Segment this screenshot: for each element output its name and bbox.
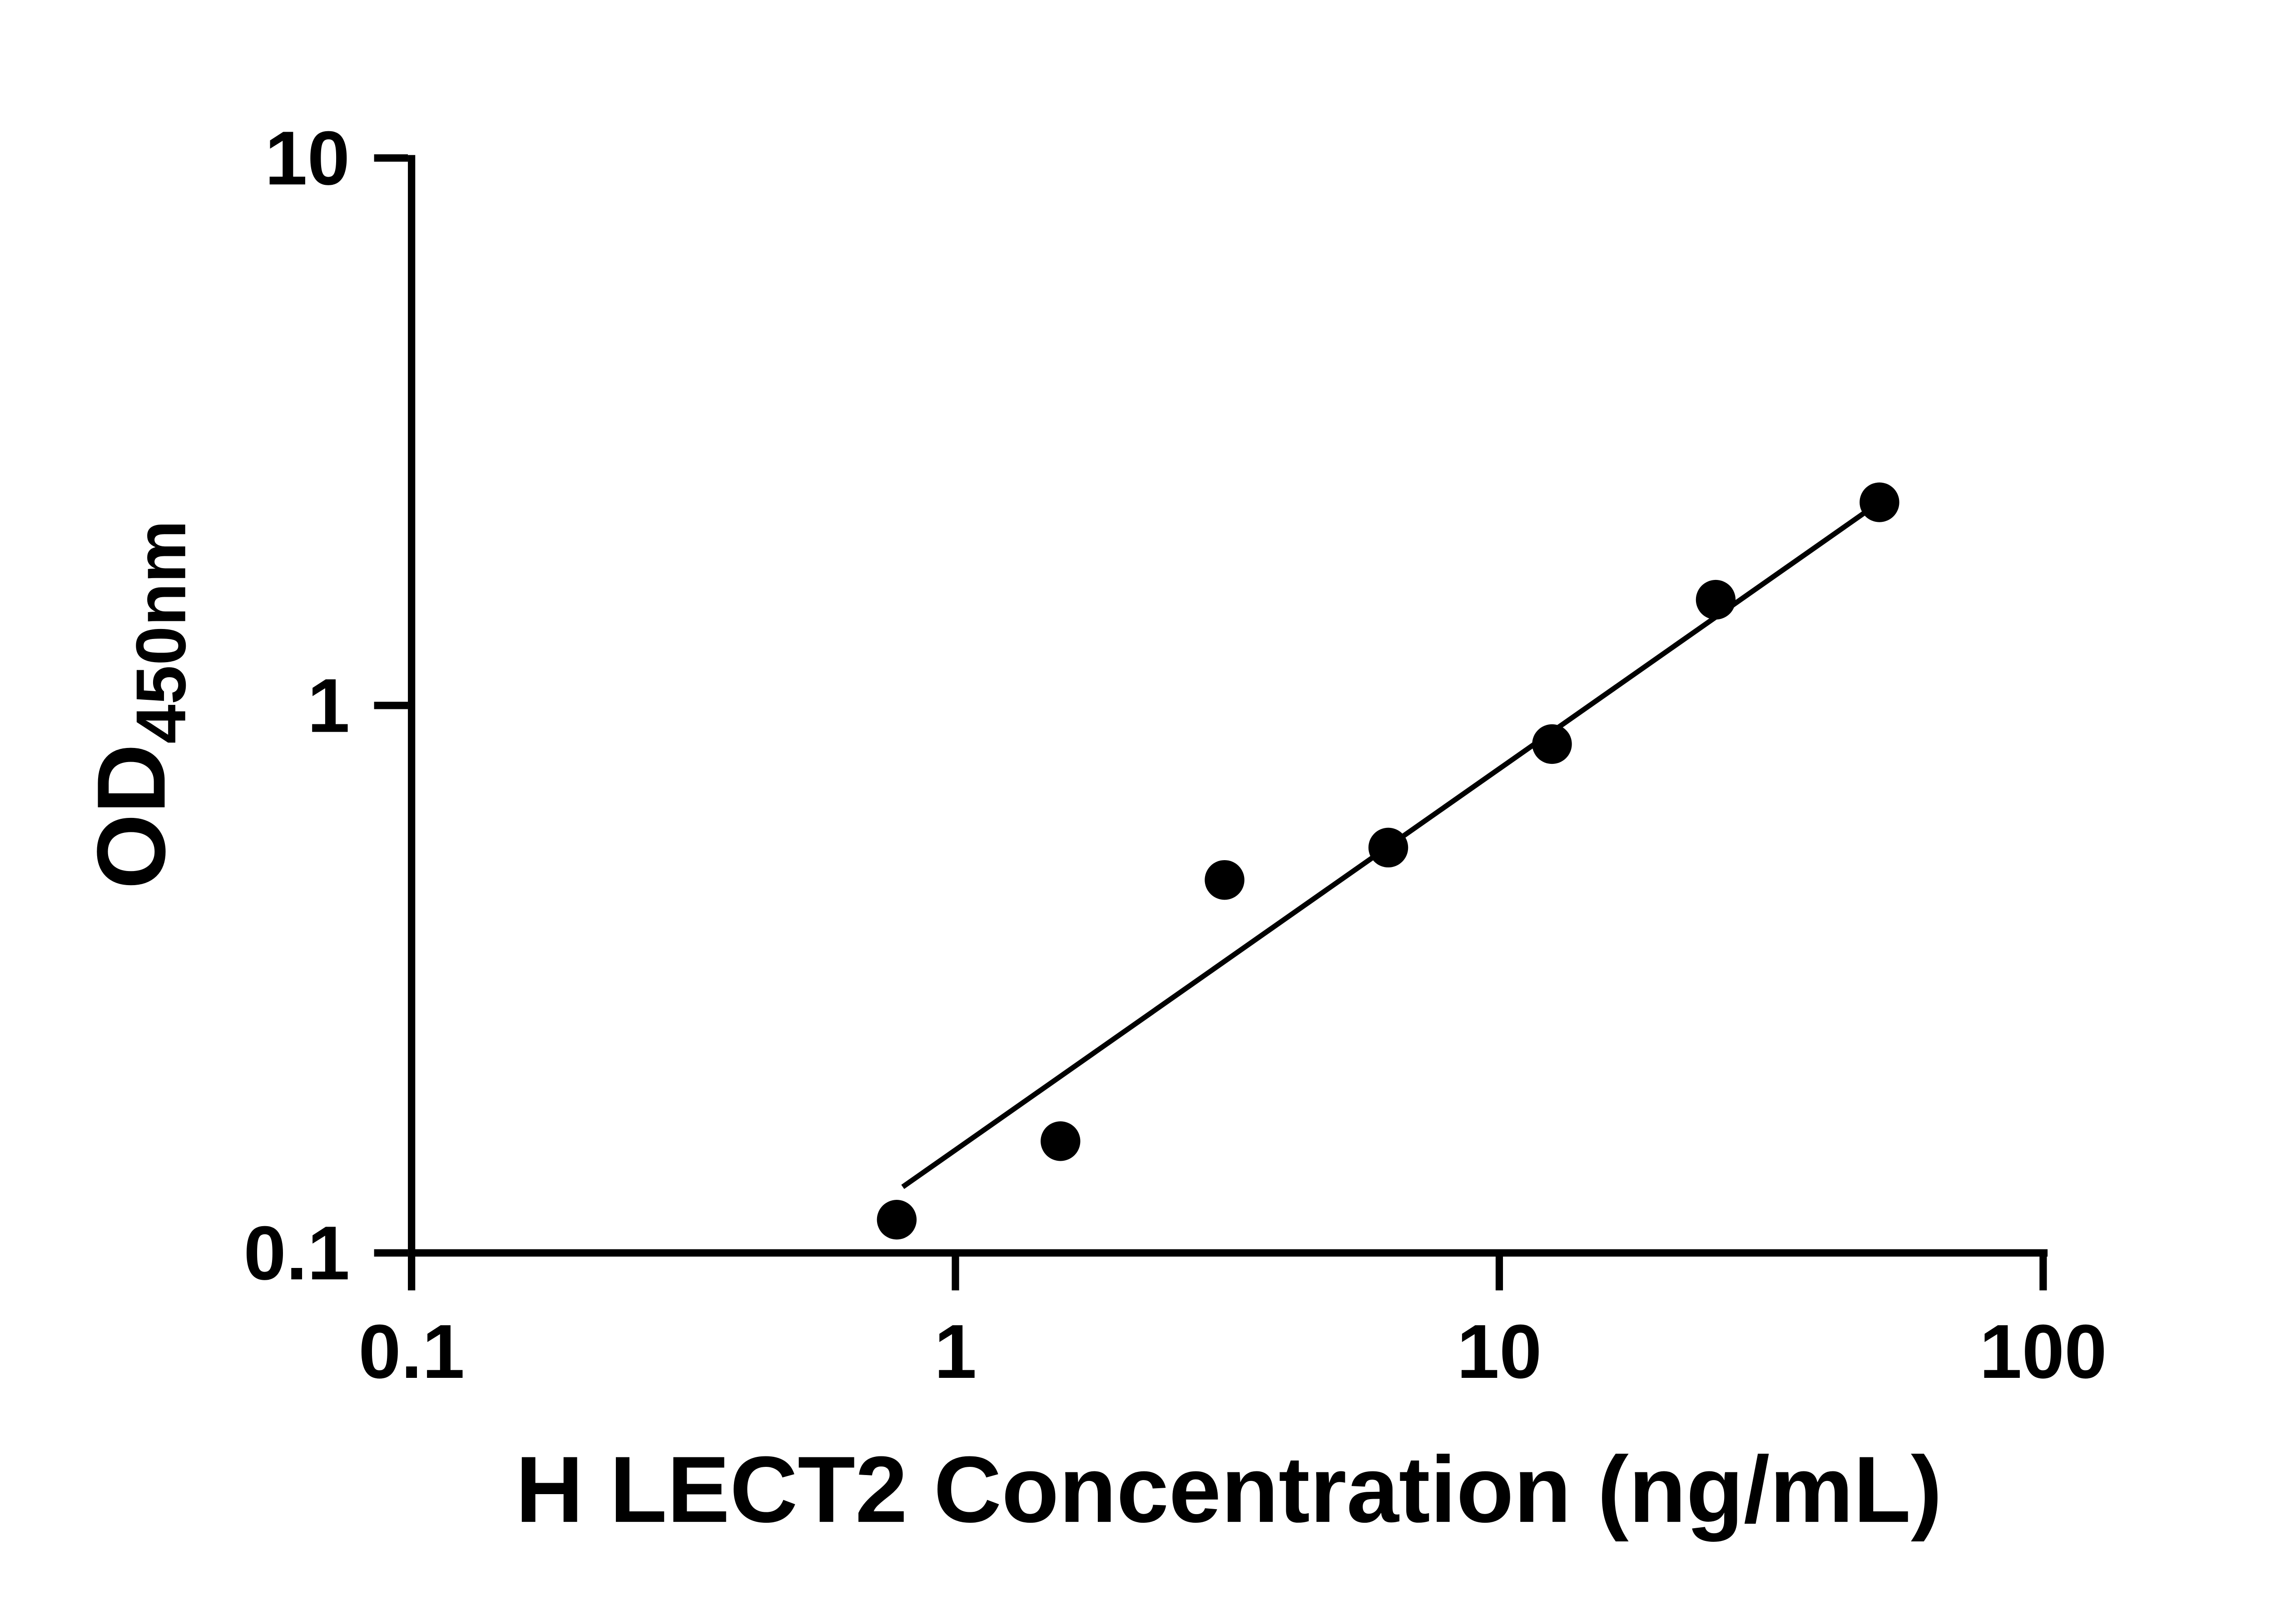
data-point [1041, 1121, 1081, 1161]
y-axis-title-subscript: 450nm [121, 520, 200, 743]
x-tick-label: 100 [1979, 1309, 2107, 1394]
data-points [877, 482, 1899, 1240]
y-axis-ticks [374, 154, 408, 1257]
x-tick-label: 1 [934, 1309, 977, 1394]
y-axis-title-main: OD [77, 744, 185, 889]
y-tick-label: 1 [307, 663, 350, 748]
data-point [1205, 860, 1245, 900]
x-axis-ticks [408, 1256, 2047, 1291]
axis-lines [408, 155, 2048, 1257]
data-point [1532, 724, 1572, 764]
x-tick-label: 10 [1457, 1309, 1542, 1394]
data-point [877, 1200, 917, 1240]
axes: 0.1 1 10 100 0.1 1 10 [243, 115, 2107, 1394]
x-axis-tick-labels: 0.1 1 10 100 [358, 1309, 2107, 1394]
y-tick-label: 10 [265, 115, 350, 201]
data-point [1696, 579, 1736, 620]
y-axis-title: OD450nm [77, 520, 200, 889]
data-point [1859, 482, 1899, 522]
svg-text:OD450nm: OD450nm [77, 520, 200, 889]
y-tick-label: 0.1 [243, 1210, 350, 1296]
x-tick-label: 0.1 [358, 1309, 465, 1394]
y-axis-tick-labels: 0.1 1 10 [243, 115, 350, 1296]
data-point [1368, 827, 1408, 868]
x-axis-title: H LECT2 Concentration (ng/mL) [516, 1437, 1942, 1542]
